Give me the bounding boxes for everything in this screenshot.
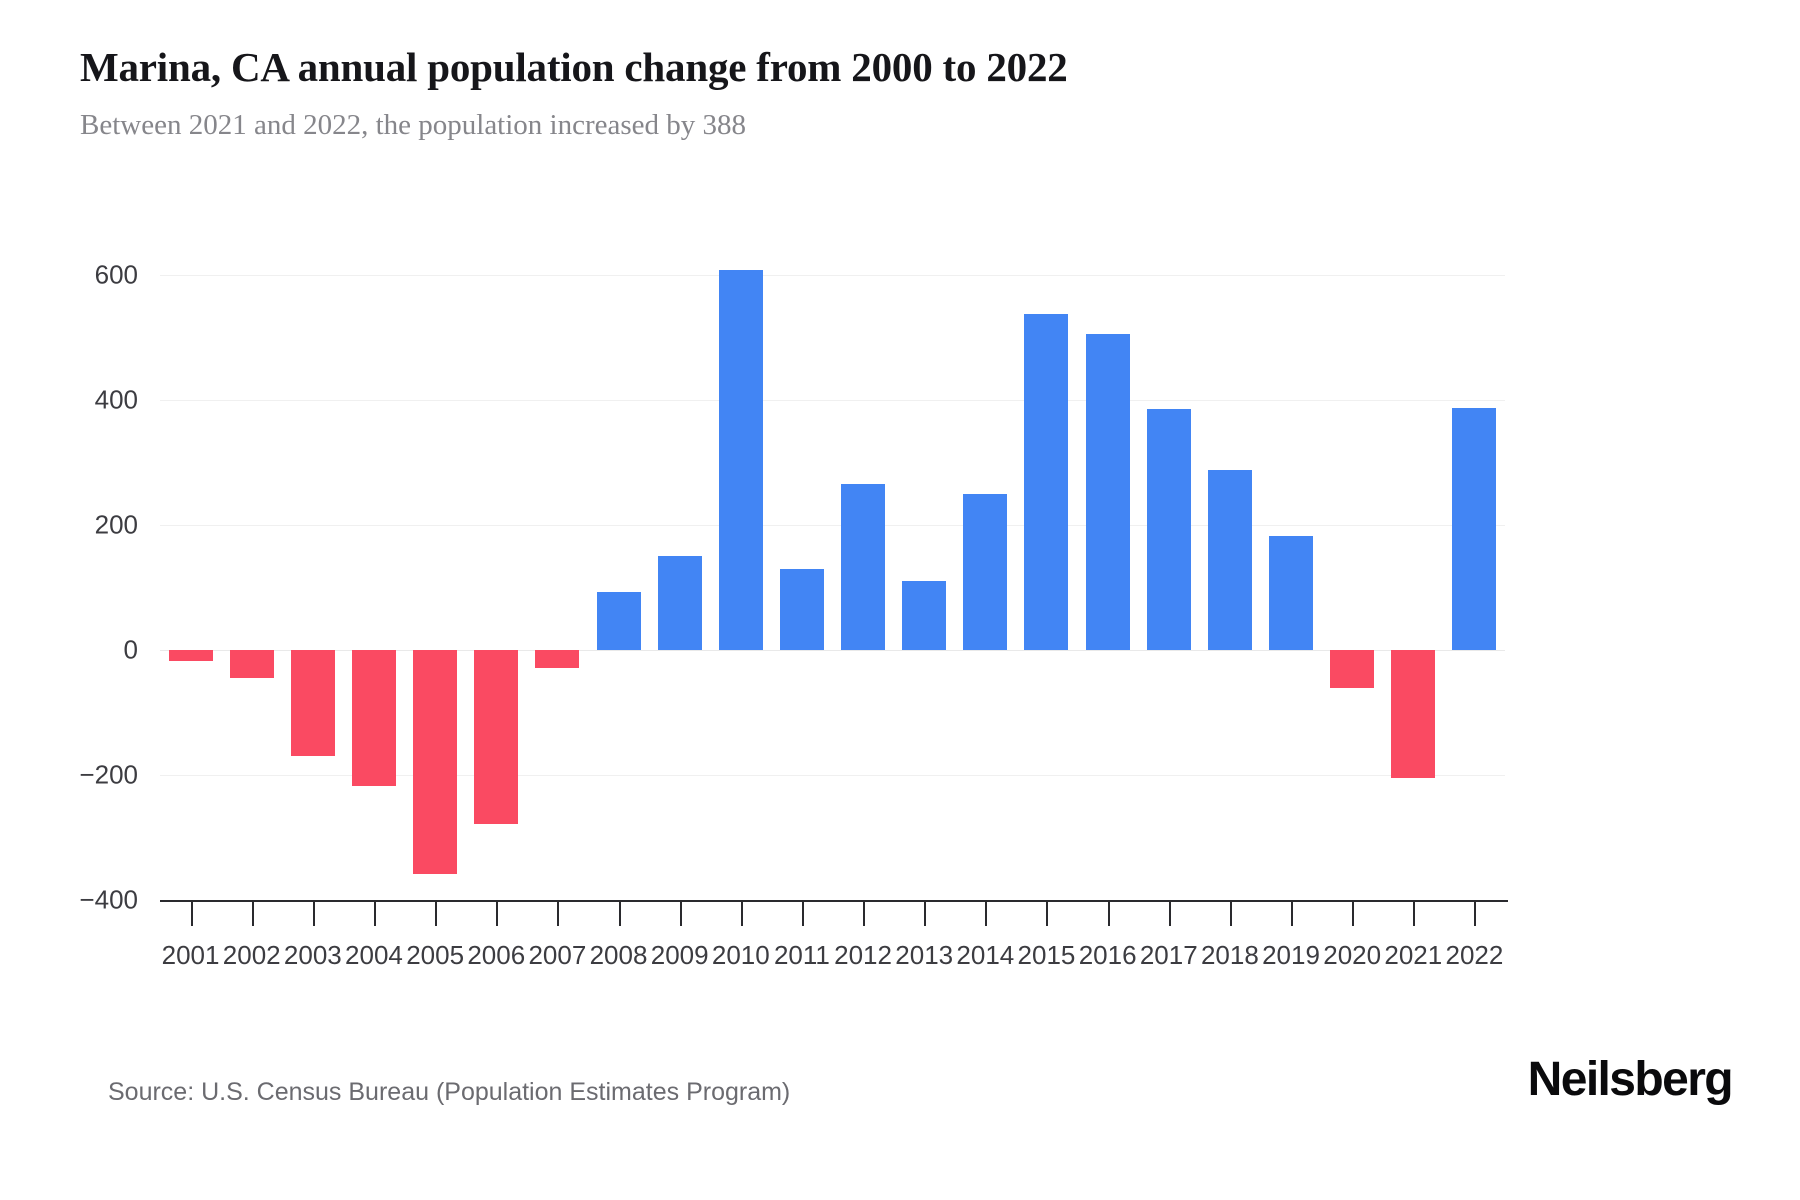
x-axis-tick	[312, 902, 315, 926]
bar-2007[interactable]	[535, 650, 580, 668]
x-axis-tick-label: 2007	[528, 940, 587, 970]
x-axis-tick	[801, 902, 804, 926]
x-axis-tick-label: 2020	[1323, 940, 1382, 970]
page-title: Marina, CA annual population change from…	[80, 44, 1068, 90]
x-axis-tick-label: 2016	[1078, 940, 1137, 970]
x-axis-tick	[557, 902, 560, 926]
x-axis-tick	[1474, 902, 1477, 926]
bar-2002[interactable]	[229, 650, 274, 679]
x-axis-tick	[251, 902, 254, 926]
bar-2004[interactable]	[351, 650, 396, 787]
x-axis-line	[160, 900, 1508, 902]
x-axis-tick	[1046, 902, 1049, 926]
x-axis-tick-label: 2005	[406, 940, 465, 970]
x-axis-tick-label: 2014	[956, 940, 1015, 970]
x-axis-tick	[924, 902, 927, 926]
x-axis-tick-label: 2004	[345, 940, 403, 970]
x-axis-tick	[1107, 902, 1110, 926]
gridline	[160, 275, 1505, 276]
x-axis-tick	[1413, 902, 1416, 926]
zero-baseline	[160, 650, 1505, 651]
chart-header: Marina, CA annual population change from…	[80, 42, 1720, 144]
x-axis-tick-label: 2002	[222, 940, 281, 970]
bar-2013[interactable]	[902, 581, 947, 650]
bar-2020[interactable]	[1330, 650, 1375, 688]
x-axis-tick	[190, 902, 193, 926]
bar-2012[interactable]	[841, 484, 886, 650]
plot-canvas: 600 400 200 0 −200 −400	[79, 250, 1505, 915]
y-axis-tick-label: −200	[79, 759, 138, 790]
x-axis-tick-label: 2021	[1384, 940, 1443, 970]
x-axis-tick	[863, 902, 866, 926]
x-axis-tick-label: 2001	[161, 940, 220, 970]
source-note: Source: U.S. Census Bureau (Population E…	[108, 1078, 791, 1106]
y-axis-tick-label: −400	[79, 884, 138, 915]
bar-2021[interactable]	[1391, 650, 1436, 779]
y-axis-tick-label: 600	[94, 259, 138, 290]
bar-2015[interactable]	[1024, 313, 1069, 650]
x-axis-tick-label: 2011	[773, 940, 830, 970]
x-axis-tick-label: 2003	[283, 940, 342, 970]
bar-2001[interactable]	[168, 650, 213, 662]
bar-2005[interactable]	[413, 650, 458, 874]
x-axis-tick-label: 2008	[589, 940, 648, 970]
x-axis-tick	[496, 902, 499, 926]
bar-2014[interactable]	[963, 493, 1008, 650]
gridline	[160, 775, 1505, 776]
x-axis-tick-label: 2018	[1200, 940, 1259, 970]
bar-2017[interactable]	[1146, 409, 1191, 650]
x-axis-tick	[985, 902, 988, 926]
bar-2011[interactable]	[779, 568, 824, 650]
bar-2010[interactable]	[718, 270, 763, 650]
chart-subtitle: Between 2021 and 2022, the population in…	[80, 109, 747, 141]
y-axis-tick-label: 0	[123, 634, 138, 665]
bar-2016[interactable]	[1085, 334, 1130, 650]
x-axis-tick	[1352, 902, 1355, 926]
x-axis-tick	[1168, 902, 1171, 926]
x-axis-tick	[1291, 902, 1294, 926]
bar-2008[interactable]	[596, 591, 641, 650]
bar-2018[interactable]	[1207, 470, 1252, 650]
x-axis-tick	[618, 902, 621, 926]
x-axis-tick-label: 2010	[711, 940, 770, 970]
x-axis-tick-label: 2006	[467, 940, 526, 970]
x-axis-tick-label: 2009	[650, 940, 709, 970]
x-axis-tick-label: 2013	[895, 940, 954, 970]
x-axis-tick	[740, 902, 743, 926]
x-axis-tick	[373, 902, 376, 926]
bar-2009[interactable]	[657, 556, 702, 650]
x-axis-tick-label: 2022	[1445, 940, 1504, 970]
brand-logo: Neilsberg	[1527, 1053, 1734, 1106]
x-axis-tick	[1229, 902, 1232, 926]
bar-2006[interactable]	[474, 650, 519, 824]
bar-2019[interactable]	[1269, 536, 1314, 650]
x-axis-tick	[435, 902, 438, 926]
gridline	[160, 400, 1505, 401]
x-axis-tick-label: 2019	[1262, 940, 1320, 970]
y-axis-tick-label: 400	[94, 384, 138, 415]
y-axis-tick-label: 200	[94, 509, 138, 540]
bar-2003[interactable]	[290, 650, 335, 757]
x-axis-tick-label: 2015	[1017, 940, 1076, 970]
x-axis-tick-label: 2017	[1139, 940, 1198, 970]
gridline	[160, 525, 1505, 526]
x-axis-tick-label: 2012	[834, 940, 892, 970]
x-axis-tick	[679, 902, 682, 926]
bar-2022[interactable]	[1452, 407, 1497, 650]
